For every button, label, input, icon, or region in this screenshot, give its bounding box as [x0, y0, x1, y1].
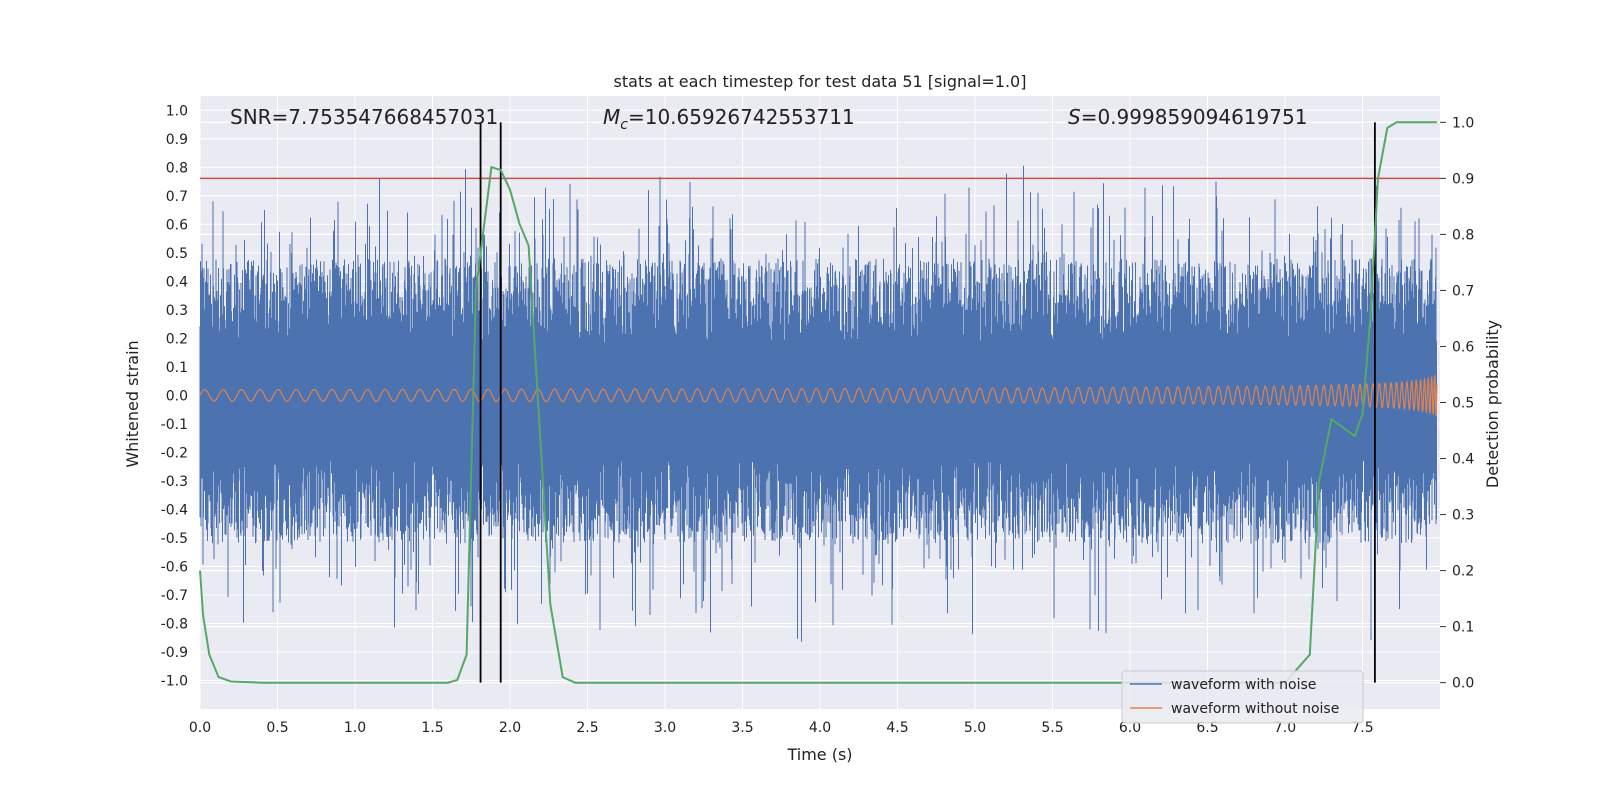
waveform-without-noise-series [199, 374, 1438, 417]
y-tick-label: 0.8 [166, 160, 188, 176]
chirp-mass-annotation: Mc=10.65926742553711 [603, 105, 855, 133]
tick-labels: 0.0 0.5 1.0 1.5 2.0 2.5 3.0 3.5 4.0 4.5 5.0 5.5 6.0 6… [161, 103, 1475, 736]
legend: waveform with noise waveform without noi… [1121, 670, 1364, 724]
x-tick-label: 4.5 [886, 720, 908, 736]
x-tick-label: 1.0 [344, 720, 366, 736]
y-tick-label: 0.4 [166, 274, 188, 290]
waveform-with-noise-series [199, 165, 1437, 642]
x-tick-label: 5.0 [964, 720, 986, 736]
y-tick-label: 1.0 [166, 103, 188, 119]
y-tick-label: 0.3 [166, 303, 188, 319]
detection-probability-line [199, 121, 1437, 684]
x-tick-label: 3.5 [731, 720, 753, 736]
y-tick-label: 0.0 [166, 388, 188, 404]
y-tick-label: -0.5 [161, 531, 188, 547]
y-tick-label: -0.3 [161, 474, 188, 490]
y2-tick-label: 1.0 [1452, 115, 1474, 131]
waveform-with-noise-line [199, 165, 1437, 642]
y-tick-label: -0.4 [161, 502, 188, 518]
y-tick-label: -0.9 [161, 645, 188, 661]
y-tick-label: 0.5 [166, 246, 188, 262]
x-tick-label: 6.0 [1119, 720, 1141, 736]
y-tick-label: -0.1 [161, 417, 188, 433]
y2-axis-label: Detection probability [1483, 320, 1502, 488]
x-axis-label: Time (s) [786, 745, 852, 764]
x-tick-label: 1.5 [421, 720, 443, 736]
y-tick-label: -1.0 [161, 673, 188, 689]
snr-annotation: SNR=7.753547668457031 [230, 105, 498, 129]
s-value: =0.999859094619751 [1081, 105, 1308, 129]
x-tick-label: 3.0 [654, 720, 676, 736]
x-tick-label: 5.5 [1041, 720, 1063, 736]
chirp-mass-symbol: M [603, 105, 620, 129]
y2-tick-label: 0.4 [1452, 452, 1474, 468]
x-tick-label: 7.5 [1351, 720, 1373, 736]
chirp-mass-value: =10.65926742553711 [628, 105, 855, 129]
s-annotation: S=0.999859094619751 [1068, 105, 1307, 129]
s-symbol: S [1068, 105, 1081, 129]
x-tick-label: 6.5 [1196, 720, 1218, 736]
chart-title: stats at each timestep for test data 51 … [614, 72, 1027, 91]
y-tick-label: -0.7 [161, 588, 188, 604]
waveform-without-noise-line [199, 374, 1438, 417]
legend-box [1121, 670, 1364, 724]
x-tick-label: 2.0 [499, 720, 521, 736]
overlays [199, 121, 1440, 684]
x-tick-label: 7.0 [1274, 720, 1296, 736]
x-tick-label: 0.5 [266, 720, 288, 736]
y2-tick-label: 0.5 [1452, 396, 1474, 412]
x-tick-label: 2.5 [576, 720, 598, 736]
legend-label-clean: waveform without noise [1171, 701, 1339, 717]
y2-tick-label: 0.1 [1452, 620, 1474, 636]
y-tick-label: 0.6 [166, 217, 188, 233]
y-tick-label: 0.9 [166, 132, 188, 148]
chirp-mass-subscript: c [620, 117, 628, 133]
x-tick-label: 4.0 [809, 720, 831, 736]
legend-label-noise: waveform with noise [1171, 677, 1316, 693]
y2-tick-label: 0.6 [1452, 339, 1474, 355]
y2-tick-label: 0.3 [1452, 508, 1474, 524]
x-tick-label: 0.0 [189, 720, 211, 736]
y-tick-label: -0.6 [161, 559, 188, 575]
y-tick-label: 0.2 [166, 331, 188, 347]
y-axis-label: Whitened strain [123, 340, 142, 467]
y2-tick-label: 0.9 [1452, 171, 1474, 187]
y2-tick-label: 0.8 [1452, 227, 1474, 243]
y-tick-label: -0.8 [161, 616, 188, 632]
y2-tick-label: 0.7 [1452, 283, 1474, 299]
y-tick-label: -0.2 [161, 445, 188, 461]
y-tick-label: 0.1 [166, 360, 188, 376]
y2-tick-label: 0.2 [1452, 564, 1474, 580]
y2-tick-label: 0.0 [1452, 676, 1474, 692]
y-tick-label: 0.7 [166, 189, 188, 205]
